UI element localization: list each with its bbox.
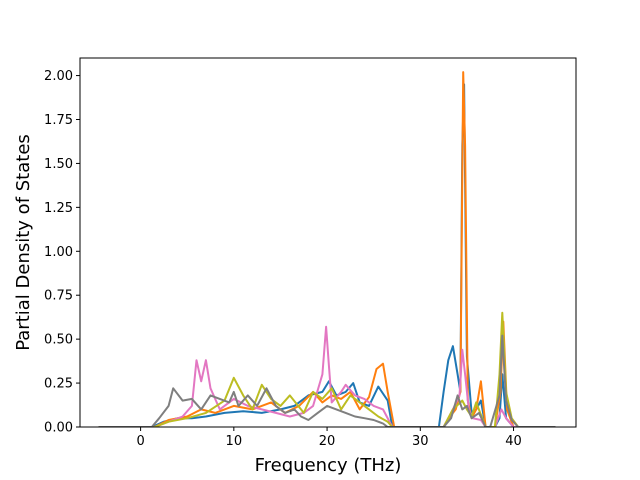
x-tick-label: 10	[226, 434, 243, 449]
y-tick-label: 1.75	[44, 113, 73, 128]
y-tick-label: 1.00	[44, 245, 73, 260]
series-line-5	[98, 334, 556, 427]
y-axis-title: Partial Density of States	[13, 134, 34, 351]
y-tick-label: 0.50	[44, 333, 73, 348]
x-tick-label: 30	[412, 434, 429, 449]
plot-frame	[79, 57, 577, 428]
y-tick-label: 1.50	[44, 157, 73, 172]
x-tick-label: 0	[136, 434, 144, 449]
y-tick-label: 1.25	[44, 201, 73, 216]
y-tick-label: 2.00	[44, 69, 73, 84]
x-tick-label: 20	[319, 434, 336, 449]
series-line-4	[98, 311, 556, 427]
series-line-2	[98, 71, 556, 427]
y-tick-label: 0.25	[44, 377, 73, 392]
x-axis: 0 10 20 30 40	[136, 427, 522, 449]
series-layer	[98, 71, 556, 427]
x-tick-label: 40	[505, 434, 522, 449]
y-axis: 0.00 0.25 0.50 0.75 1.00 1.25 1.50 1.75 2.00	[44, 69, 80, 436]
y-tick-label: 0.75	[44, 289, 73, 304]
y-tick-label: 0.00	[44, 421, 73, 436]
x-axis-title: Frequency (THz)	[255, 455, 402, 476]
series-line-1	[98, 83, 556, 427]
